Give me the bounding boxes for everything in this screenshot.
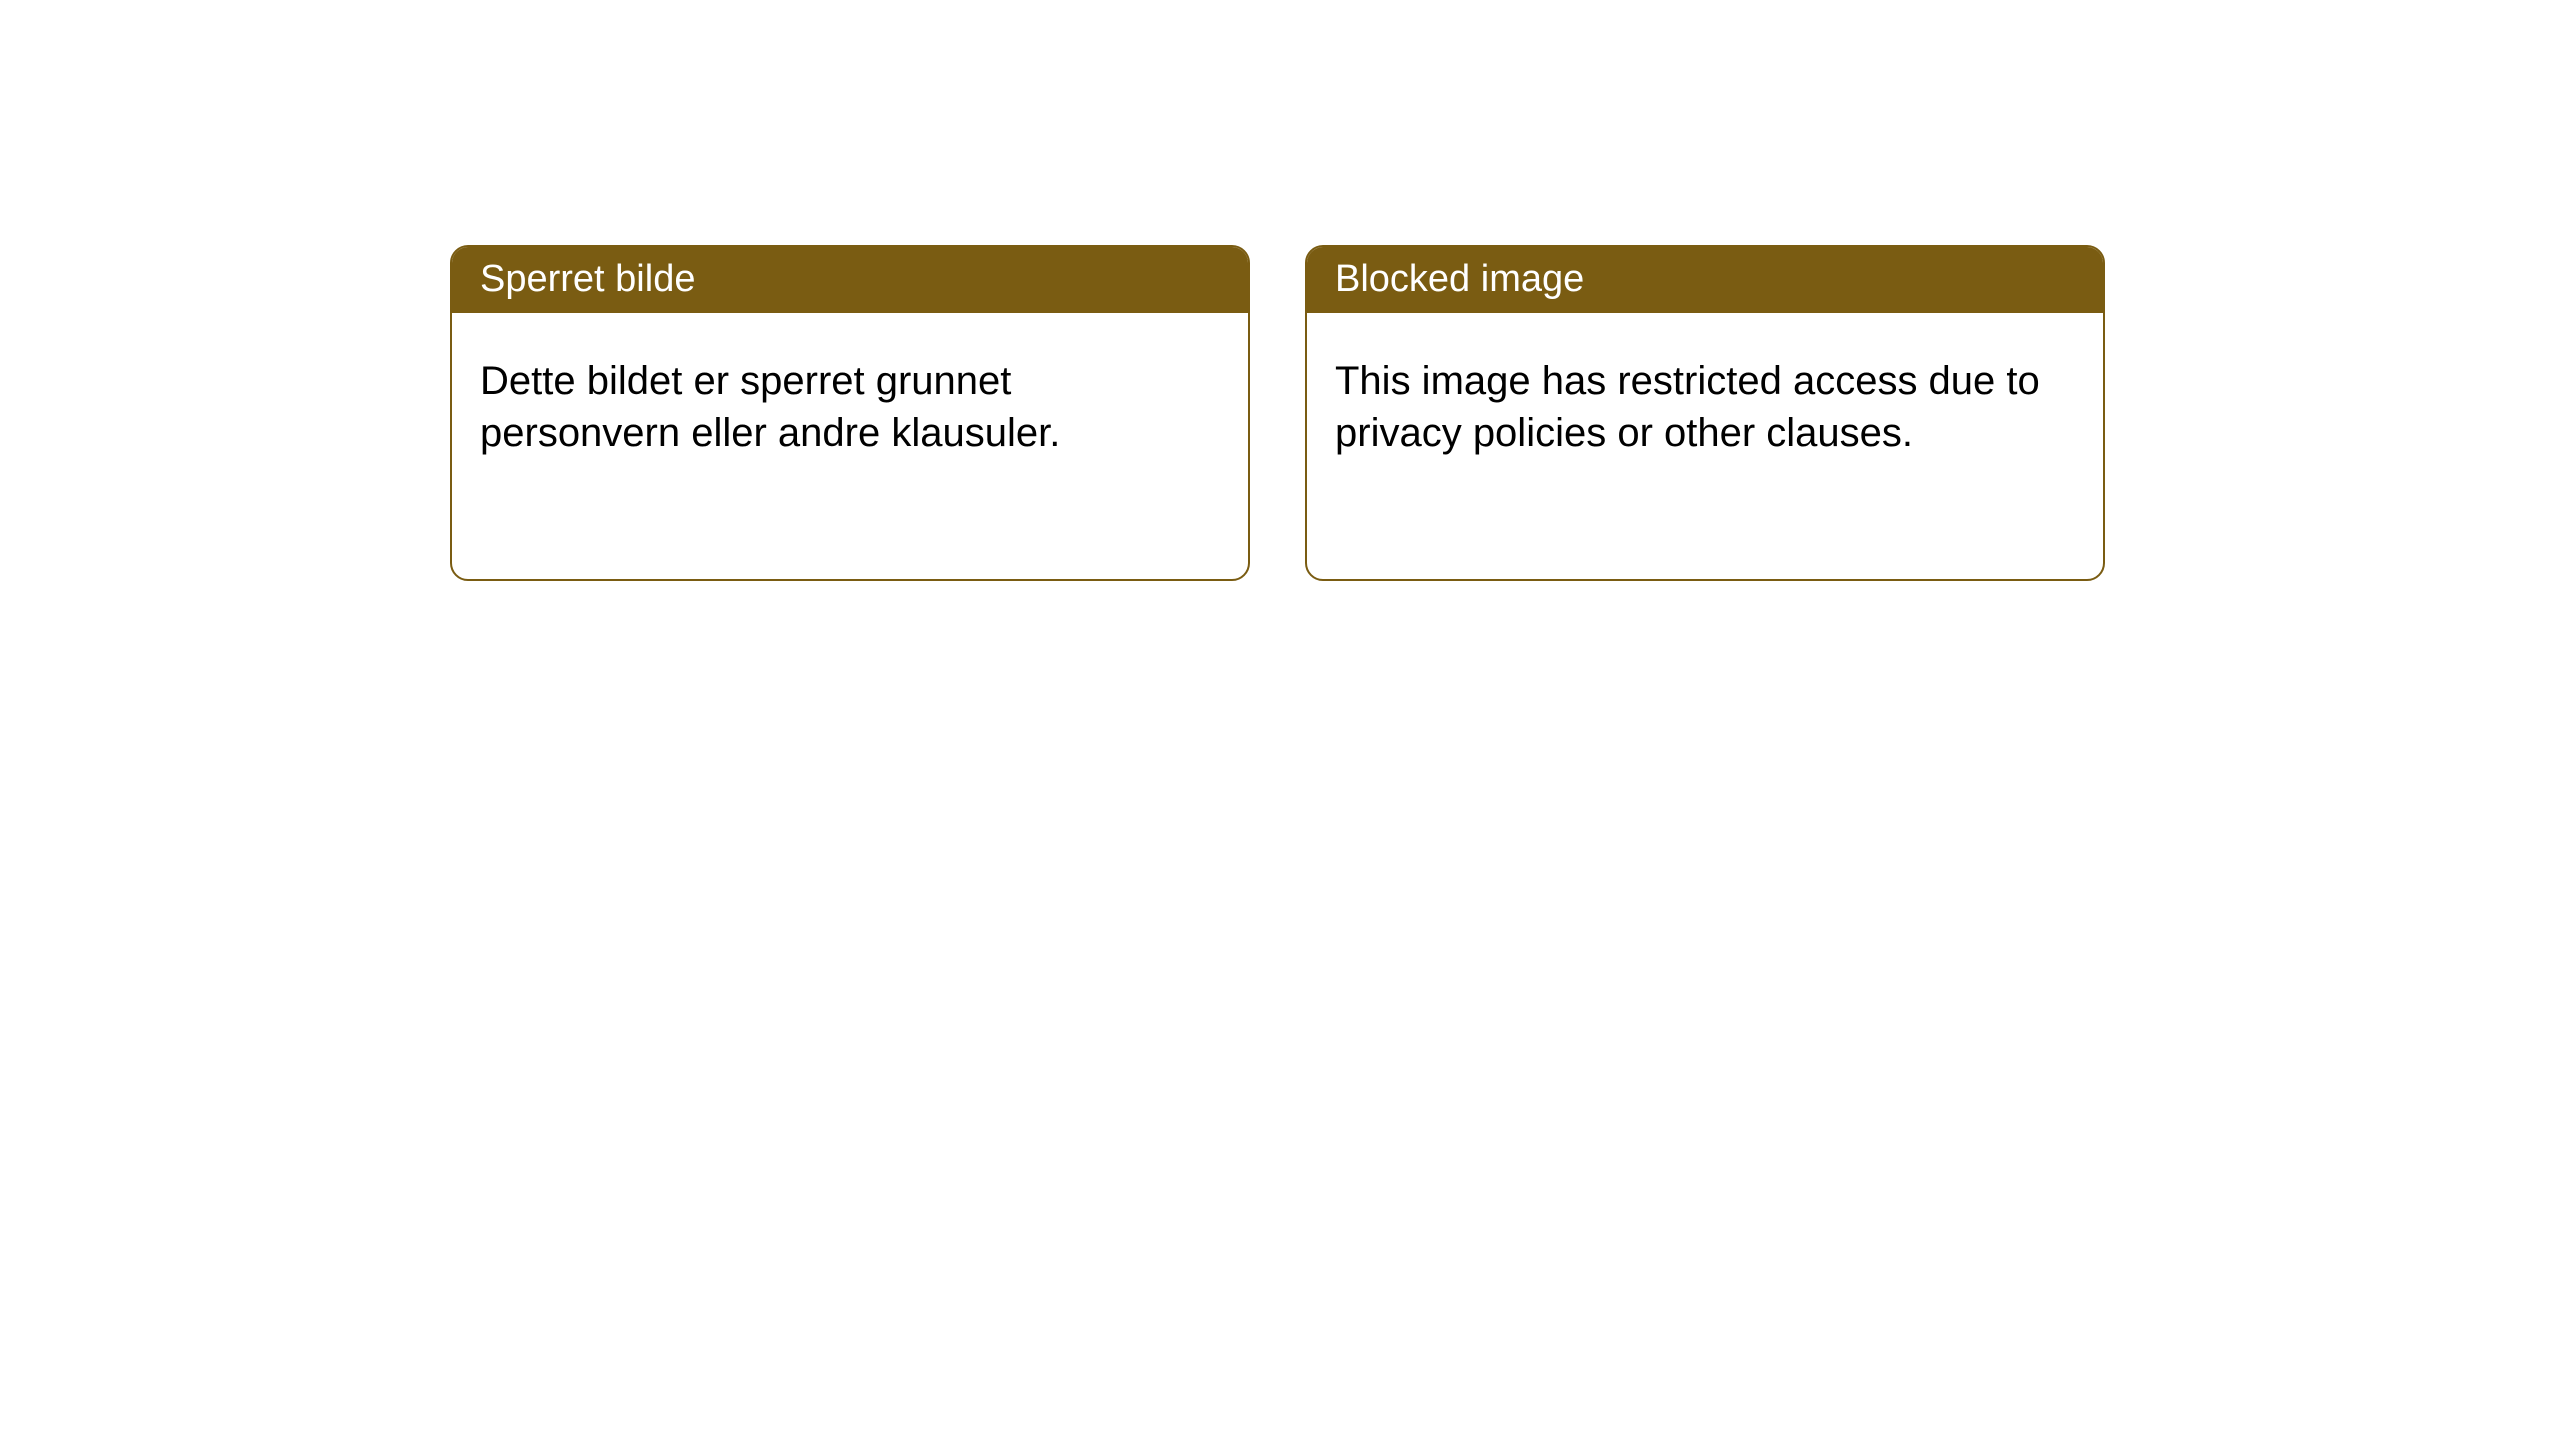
- notice-card-english: Blocked image This image has restricted …: [1305, 245, 2105, 581]
- notice-container: Sperret bilde Dette bildet er sperret gr…: [450, 245, 2105, 581]
- notice-title: Sperret bilde: [452, 247, 1248, 313]
- notice-card-norwegian: Sperret bilde Dette bildet er sperret gr…: [450, 245, 1250, 581]
- notice-title: Blocked image: [1307, 247, 2103, 313]
- notice-body: Dette bildet er sperret grunnet personve…: [452, 313, 1248, 487]
- notice-body: This image has restricted access due to …: [1307, 313, 2103, 487]
